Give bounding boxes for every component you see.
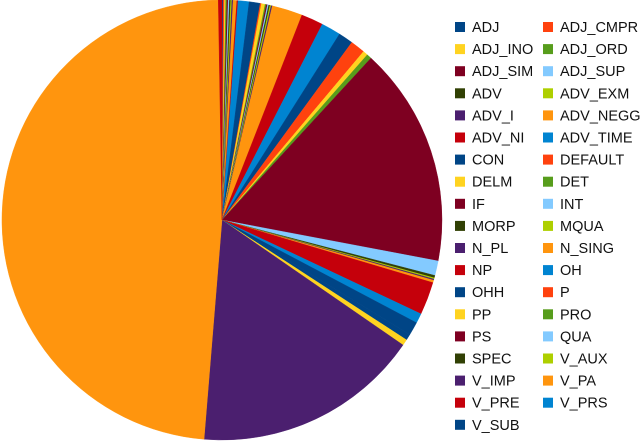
legend-swatch-n-pl	[455, 243, 465, 253]
legend-label-adj: ADJ	[472, 20, 499, 36]
legend-swatch-delm	[455, 176, 465, 187]
legend-swatch-qua	[543, 331, 553, 342]
legend-swatch-np	[455, 265, 465, 276]
legend-swatch-morp	[455, 220, 465, 231]
legend-swatch-adj-ord	[543, 44, 553, 55]
legend-label-n-pl: N_PL	[472, 241, 508, 257]
legend-label-ps: PS	[472, 329, 491, 345]
legend-label-adj-sim: ADJ_SIM	[472, 64, 533, 80]
legend-swatch-adv-time	[543, 132, 553, 143]
legend-swatch-v-pre	[455, 397, 465, 408]
legend-label-spec: SPEC	[472, 352, 512, 368]
legend-swatch-n-sing	[543, 243, 553, 253]
legend-label-adv-exm: ADV_EXM	[560, 86, 629, 102]
legend-swatch-v-aux	[543, 353, 553, 364]
legend-label-delm: DELM	[472, 175, 512, 191]
legend-swatch-adj-sup	[543, 66, 553, 77]
legend-swatch-p	[543, 287, 553, 298]
legend-swatch-mqua	[543, 220, 553, 231]
legend-label-adv-time: ADV_TIME	[560, 131, 633, 147]
legend-swatch-spec	[455, 353, 465, 364]
legend-label-v-sub: V_SUB	[472, 418, 520, 434]
legend-swatch-default	[543, 154, 553, 165]
legend-swatch-con	[455, 154, 465, 165]
pie-slice-np	[218, 0, 223, 221]
legend-label-n-sing: N_SING	[560, 241, 614, 257]
legend-label-adj-ino: ADJ_INO	[472, 42, 533, 58]
pie-slices	[1, 0, 443, 441]
legend-label-if: IF	[472, 197, 485, 213]
legend-label-adv-negg: ADV_NEGG	[560, 108, 640, 124]
legend-swatch-adv-ni	[455, 132, 465, 143]
legend-label-p: P	[560, 285, 570, 301]
legend-label-pp: PP	[472, 307, 491, 323]
legend-label-v-prs: V_PRS	[560, 396, 608, 412]
legend-swatch-ohh	[455, 287, 465, 298]
legend-swatch-pp	[455, 309, 465, 320]
legend-label-adv-i: ADV_I	[472, 108, 514, 124]
legend-swatch-ps	[455, 331, 465, 342]
legend-swatch-adv-negg	[543, 110, 553, 121]
legend-swatch-v-pa	[543, 375, 553, 386]
legend-label-mqua: MQUA	[560, 219, 604, 235]
legend-label-qua: QUA	[560, 329, 592, 345]
legend-swatch-adj	[455, 22, 465, 32]
legend-swatch-adj-cmpr	[543, 22, 553, 32]
legend-swatch-if	[455, 198, 465, 209]
legend-label-int: INT	[560, 197, 584, 213]
legend-label-pro: PRO	[560, 307, 591, 323]
legend-label-morp: MORP	[472, 219, 516, 235]
legend-label-v-pa: V_PA	[560, 374, 596, 390]
legend-label-adv-ni: ADV_NI	[472, 131, 524, 147]
legend-label-np: NP	[472, 263, 492, 279]
legend-swatch-adv-i	[455, 110, 465, 121]
legend-label-oh: OH	[560, 263, 582, 279]
legend-label-adj-cmpr: ADJ_CMPR	[560, 20, 638, 36]
legend-swatch-adj-ino	[455, 44, 465, 55]
legend-swatch-v-prs	[543, 397, 553, 408]
legend-label-v-pre: V_PRE	[472, 396, 520, 412]
legend-label-det: DET	[560, 175, 589, 191]
legend-label-default: DEFAULT	[560, 153, 624, 169]
legend-swatch-v-imp	[455, 375, 465, 386]
legend-swatch-adv-exm	[543, 88, 553, 99]
legend: ADJ ADJ_CMPR ADJ_INO ADJ_ORD ADJ_SIM ADJ_SUP A…	[455, 20, 640, 434]
legend-swatch-adv	[455, 88, 465, 99]
legend-swatch-pro	[543, 309, 553, 320]
legend-swatch-v-sub	[455, 419, 465, 430]
legend-label-v-imp: V_IMP	[472, 374, 516, 390]
pie-slice-n-pl	[203, 219, 404, 441]
legend-swatch-int	[543, 198, 553, 209]
legend-label-adj-sup: ADJ_SUP	[560, 64, 625, 80]
pie-slice-ps	[221, 57, 443, 262]
legend-label-adj-ord: ADJ_ORD	[560, 42, 628, 58]
legend-swatch-det	[543, 176, 553, 187]
legend-swatch-adj-sim	[455, 66, 465, 77]
pie-slice-n-sing	[1, 0, 223, 440]
legend-label-ohh: OHH	[472, 285, 504, 301]
legend-label-con: CON	[472, 153, 504, 169]
legend-swatch-oh	[543, 265, 553, 276]
legend-label-adv: ADV	[472, 86, 502, 102]
legend-label-v-aux: V_AUX	[560, 352, 608, 368]
